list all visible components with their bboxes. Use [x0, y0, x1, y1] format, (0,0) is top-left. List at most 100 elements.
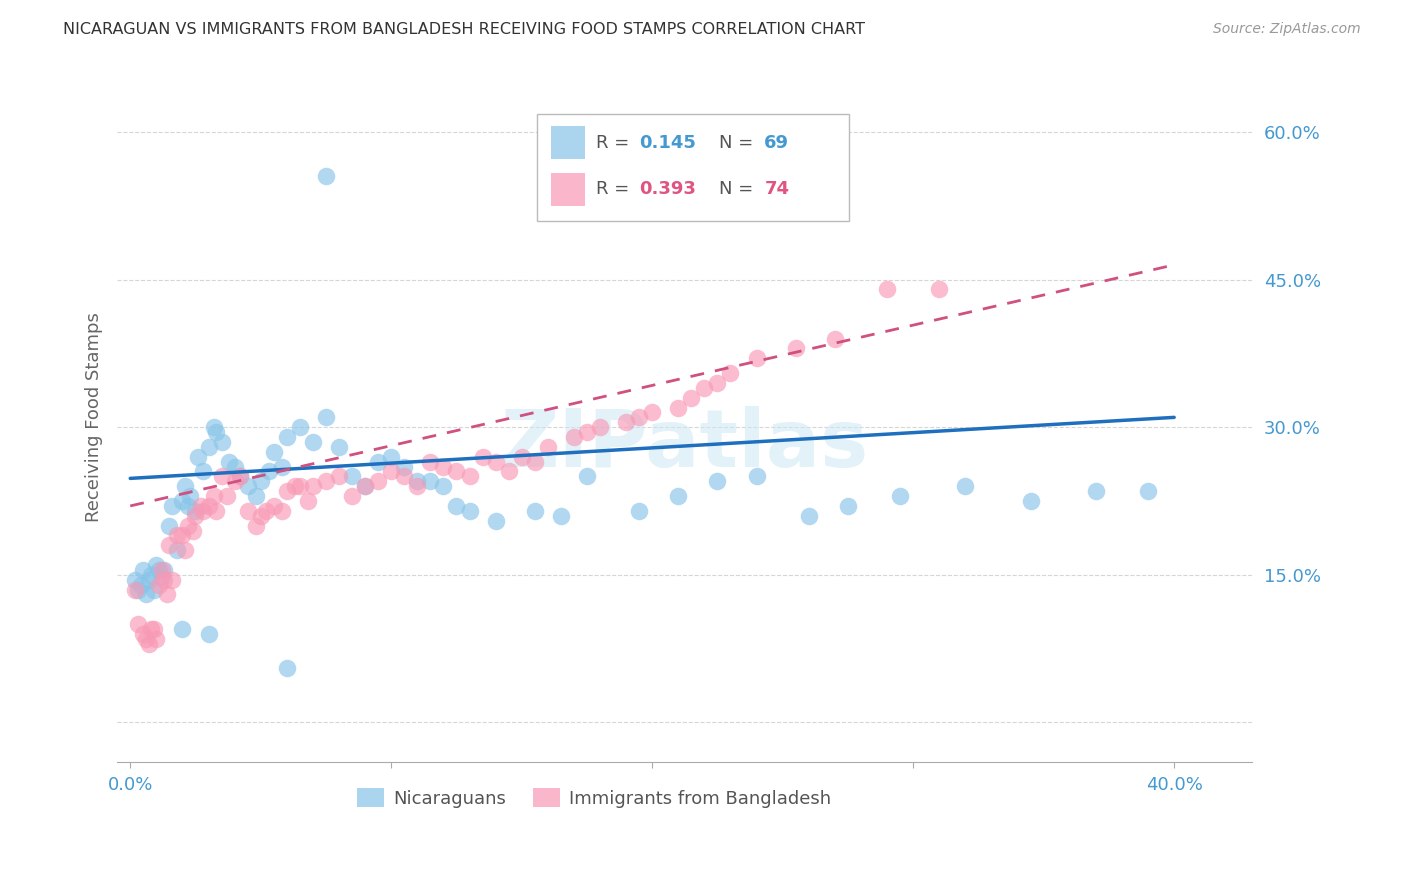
Point [124, 582, 146, 597]
Point [142, 582, 165, 597]
Point [394, 469, 416, 483]
Point [367, 475, 389, 489]
Point [129, 577, 152, 591]
Point [172, 528, 194, 542]
Point [745, 351, 768, 366]
Point [211, 434, 233, 449]
Text: 69: 69 [765, 134, 789, 152]
Point [315, 475, 337, 489]
Legend: Nicaraguans, Immigrants from Bangladesh: Nicaraguans, Immigrants from Bangladesh [350, 780, 838, 814]
Point [166, 543, 188, 558]
Point [270, 504, 292, 518]
Text: R =: R = [596, 180, 636, 198]
Point [297, 494, 319, 508]
Point [190, 499, 212, 513]
Point [284, 479, 307, 493]
Point [889, 489, 911, 503]
Point [1084, 484, 1107, 499]
Point [328, 440, 350, 454]
Point [174, 479, 197, 493]
Point [193, 504, 215, 518]
Point [458, 504, 481, 518]
Text: N =: N = [718, 134, 759, 152]
Point [150, 563, 173, 577]
Point [406, 475, 429, 489]
Point [205, 425, 228, 439]
Point [523, 455, 546, 469]
Point [176, 499, 198, 513]
Point [135, 587, 157, 601]
Point [340, 469, 363, 483]
Point [562, 430, 585, 444]
Point [135, 632, 157, 646]
Point [510, 450, 533, 464]
FancyBboxPatch shape [551, 173, 585, 206]
Point [139, 622, 162, 636]
Point [484, 514, 506, 528]
Point [380, 450, 402, 464]
Point [406, 479, 429, 493]
Text: 0.145: 0.145 [640, 134, 696, 152]
Point [276, 484, 298, 499]
Point [142, 622, 165, 636]
Point [224, 475, 246, 489]
Point [837, 499, 859, 513]
Point [193, 465, 215, 479]
Point [184, 508, 207, 523]
Point [446, 465, 468, 479]
Point [614, 415, 637, 429]
FancyBboxPatch shape [537, 114, 849, 221]
Point [138, 573, 160, 587]
FancyBboxPatch shape [551, 126, 585, 159]
Point [575, 469, 598, 483]
Point [1137, 484, 1160, 499]
Point [197, 440, 219, 454]
Text: 0.393: 0.393 [640, 180, 696, 198]
Point [432, 459, 454, 474]
Point [197, 627, 219, 641]
Point [187, 450, 209, 464]
Point [202, 489, 225, 503]
Point [419, 475, 441, 489]
Point [641, 405, 664, 419]
Text: R =: R = [596, 134, 636, 152]
Point [245, 489, 267, 503]
Point [628, 410, 651, 425]
Point [249, 475, 271, 489]
Point [257, 465, 280, 479]
Point [575, 425, 598, 439]
Point [172, 494, 194, 508]
Point [785, 342, 807, 356]
Point [184, 504, 207, 518]
Point [181, 524, 204, 538]
Point [254, 504, 277, 518]
Point [263, 499, 285, 513]
Point [706, 376, 728, 390]
Point [706, 475, 728, 489]
Point [628, 504, 651, 518]
Point [876, 283, 898, 297]
Point [150, 570, 173, 584]
Point [172, 622, 194, 636]
Point [132, 563, 155, 577]
Point [315, 410, 337, 425]
Point [176, 518, 198, 533]
Point [367, 455, 389, 469]
Point [236, 504, 259, 518]
Point [302, 479, 325, 493]
Point [153, 563, 176, 577]
Point [498, 465, 520, 479]
Text: 74: 74 [765, 180, 789, 198]
Point [245, 518, 267, 533]
Point [205, 504, 228, 518]
Y-axis label: Receiving Food Stamps: Receiving Food Stamps [86, 312, 103, 523]
Point [288, 479, 311, 493]
Point [523, 504, 546, 518]
Point [215, 489, 238, 503]
Point [229, 469, 252, 483]
Point [432, 479, 454, 493]
Point [202, 420, 225, 434]
Point [315, 169, 337, 184]
Point [148, 577, 170, 591]
Point [197, 499, 219, 513]
